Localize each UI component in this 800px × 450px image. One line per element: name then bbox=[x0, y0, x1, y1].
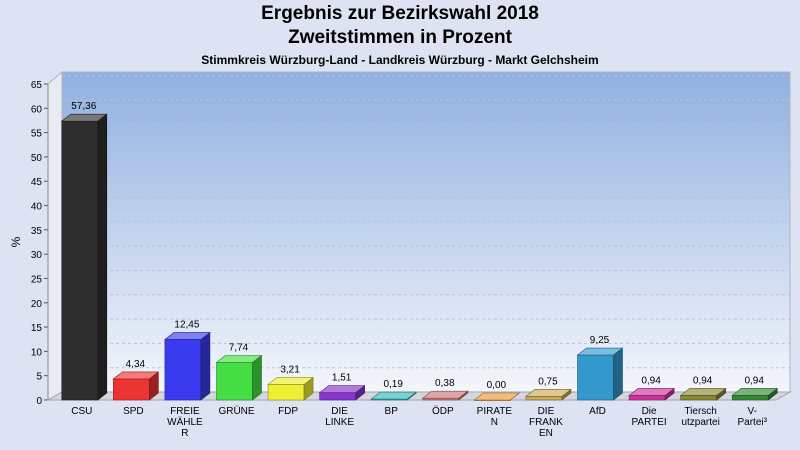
bar-top bbox=[576, 347, 624, 356]
bar bbox=[319, 392, 356, 401]
y-tick-label: 50 bbox=[31, 153, 43, 164]
x-tick-label: AfD bbox=[589, 406, 606, 417]
y-tick-label: 10 bbox=[31, 347, 43, 358]
data-label: 0,75 bbox=[538, 376, 558, 387]
x-tick-label: FRANK bbox=[529, 417, 563, 428]
y-tick-label: 40 bbox=[31, 202, 43, 213]
y-tick-label: 45 bbox=[31, 177, 43, 188]
bar bbox=[680, 395, 717, 401]
y-tick-label: 30 bbox=[31, 250, 43, 261]
chart-title: Ergebnis zur Bezirkswahl 2018 bbox=[261, 3, 539, 24]
bar-top bbox=[267, 377, 314, 385]
x-tick-label: LINKE bbox=[325, 417, 354, 428]
bar-top bbox=[318, 385, 366, 393]
y-tick-label: 60 bbox=[31, 104, 43, 115]
bar bbox=[628, 395, 666, 401]
y-tick-label: 65 bbox=[31, 80, 43, 91]
x-tick-label: Partei³ bbox=[737, 417, 767, 428]
x-tick-label: DIE bbox=[331, 406, 348, 417]
x-tick-label: PIRATE bbox=[477, 406, 513, 417]
data-label: 9,25 bbox=[590, 335, 610, 346]
bar bbox=[731, 395, 769, 401]
x-tick-label: utzpartei bbox=[681, 417, 719, 428]
y-tick-label: 0 bbox=[36, 396, 42, 407]
chart-subtitle: Stimmkreis Würzburg-Land - Landkreis Wür… bbox=[201, 53, 599, 67]
x-tick-label: PARTEI bbox=[631, 417, 666, 428]
data-label: 3,21 bbox=[280, 364, 300, 375]
x-tick-label: FREIE bbox=[170, 406, 200, 417]
x-tick-label: EN bbox=[539, 428, 553, 439]
bar-side bbox=[252, 354, 262, 401]
bar-top bbox=[164, 332, 211, 340]
x-tick-label: ÖDP bbox=[432, 405, 454, 417]
bar-top bbox=[112, 371, 160, 380]
y-tick-label: 5 bbox=[36, 372, 42, 383]
x-tick-label: FDP bbox=[278, 406, 298, 417]
x-tick-label: SPD bbox=[123, 406, 144, 417]
y-tick-label: 25 bbox=[31, 274, 43, 285]
data-label: 0,94 bbox=[641, 375, 661, 386]
data-label: 12,45 bbox=[174, 319, 199, 330]
bar-top bbox=[60, 113, 108, 122]
x-tick-label: Die bbox=[642, 406, 657, 417]
bar-top bbox=[473, 392, 521, 401]
data-label: 4,34 bbox=[126, 359, 146, 370]
y-tick-label: 15 bbox=[31, 323, 43, 334]
bar-top bbox=[731, 388, 779, 396]
bar-top bbox=[679, 388, 727, 396]
x-tick-label: BP bbox=[385, 406, 399, 417]
data-label: 0,94 bbox=[744, 375, 764, 386]
floor bbox=[46, 391, 792, 401]
x-tick-label: V- bbox=[747, 406, 756, 417]
y-tick-label: 35 bbox=[31, 226, 43, 237]
data-label: 1,51 bbox=[332, 373, 352, 384]
x-tick-label: CSU bbox=[71, 406, 92, 417]
x-tick-label: WÄHLE bbox=[167, 416, 203, 428]
bar-top bbox=[421, 390, 469, 399]
x-tick-label: DIE bbox=[538, 406, 555, 417]
data-label: 7,74 bbox=[229, 342, 249, 353]
data-label: 0,19 bbox=[383, 379, 403, 390]
bar bbox=[216, 362, 253, 401]
x-tick-label: R bbox=[181, 428, 188, 439]
bar bbox=[577, 354, 614, 401]
data-label: 0,00 bbox=[487, 380, 507, 391]
x-tick-label: Tiersch bbox=[684, 406, 716, 417]
chart-title-line-2: Zweitstimmen in Prozent bbox=[288, 27, 512, 48]
bar-top bbox=[525, 389, 572, 397]
bar bbox=[113, 378, 150, 401]
bar-side bbox=[613, 347, 623, 401]
data-label: 57,36 bbox=[71, 101, 96, 112]
data-label: 0,38 bbox=[435, 378, 455, 389]
x-tick-label: GRÜNE bbox=[218, 405, 254, 417]
left-wall bbox=[47, 70, 63, 401]
bar bbox=[525, 396, 563, 401]
bar bbox=[164, 339, 202, 401]
bar-top bbox=[628, 388, 675, 396]
x-tick-label: N bbox=[491, 417, 498, 428]
bar-top bbox=[215, 355, 263, 363]
y-tick-label: 20 bbox=[31, 299, 43, 310]
y-axis-label: % bbox=[9, 236, 23, 247]
bar-side bbox=[200, 331, 211, 401]
bar bbox=[267, 384, 305, 401]
bar bbox=[61, 120, 99, 401]
bar-side bbox=[97, 113, 108, 401]
bar-top bbox=[370, 391, 418, 400]
y-tick-label: 55 bbox=[31, 129, 43, 140]
data-label: 0,94 bbox=[693, 375, 713, 386]
